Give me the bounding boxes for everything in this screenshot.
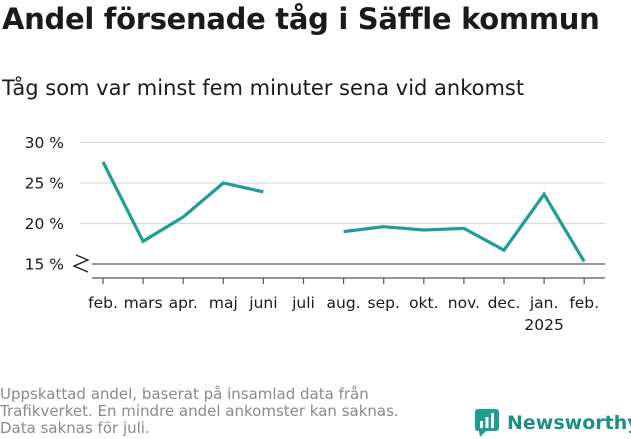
x-tick-sublabel: 2025 (524, 316, 563, 334)
y-tick-label: 25 % (25, 175, 64, 193)
footnote-line: Data saknas för juli. (0, 419, 150, 437)
chart-subtitle: Tåg som var minst fem minuter sena vid a… (2, 76, 525, 100)
y-axis-tick-labels: 15 % 20 % 25 % 30 % (25, 134, 64, 274)
y-tick-label: 30 % (25, 134, 64, 152)
axis-break-icon (70, 253, 92, 283)
x-tick-label: aug. (327, 294, 361, 312)
x-tick-label: juli (291, 294, 315, 312)
axis-break-zigzag (72, 254, 90, 273)
footnote-line: Uppskattad andel, baserat på insamlad da… (0, 385, 369, 403)
y-tick-label: 20 % (25, 215, 64, 233)
data-series (101, 161, 586, 263)
line-chart: 15 % 20 % 25 % 30 % feb. mars apr. maj juni juli… (25, 134, 605, 334)
x-tick-label: dec. (488, 294, 521, 312)
x-tick-label: juni (248, 294, 277, 312)
x-axis: feb. mars apr. maj juni juli aug. sep. okt. nov. d… (80, 263, 605, 334)
x-tick-label: sep. (368, 294, 400, 312)
brand-logo: Newsworthy (475, 407, 631, 439)
series-line (101, 161, 264, 244)
x-tick-label: feb. (88, 294, 118, 312)
brand-name: Newsworthy (507, 412, 631, 434)
series-line (343, 191, 586, 263)
footnote-line: Trafikverket. En mindre andel ankomster … (0, 402, 399, 420)
chart-title: Andel försenade tåg i Säffle kommun (2, 2, 600, 36)
x-tick-label: feb. (569, 294, 599, 312)
gridlines (80, 141, 605, 225)
x-tick-label: okt. (409, 294, 438, 312)
x-tick-label: jan. (529, 294, 559, 312)
newsworthy-logo-icon (475, 409, 499, 437)
x-tick-label: mars (124, 294, 163, 312)
footnote: Uppskattad andel, baserat på insamlad da… (0, 386, 440, 437)
x-tick-label: nov. (448, 294, 480, 312)
y-tick-label: 15 % (25, 256, 64, 274)
x-tick-label: apr. (169, 294, 198, 312)
x-tick-label: maj (209, 294, 238, 312)
